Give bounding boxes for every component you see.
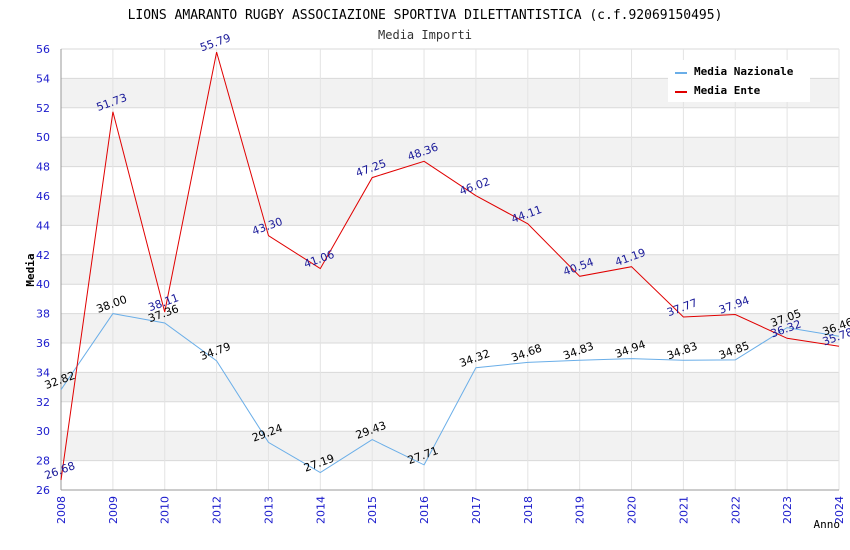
axes <box>60 49 839 491</box>
y-tick-label: 36 <box>36 337 50 350</box>
y-tick-label: 48 <box>36 161 50 174</box>
band <box>61 137 839 167</box>
chart-title: LIONS AMARANTO RUGBY ASSOCIAZIONE SPORTI… <box>128 8 723 23</box>
series-line-ente <box>60 51 840 481</box>
y-tick-label: 40 <box>36 278 50 291</box>
legend-label-nazionale: Media Nazionale <box>694 65 794 78</box>
band <box>61 313 839 343</box>
band <box>61 107 839 138</box>
x-tick-label: 2010 <box>159 496 172 524</box>
x-tick-label: 2016 <box>418 496 431 524</box>
x-tick-label: 2018 <box>522 496 535 524</box>
band <box>61 254 839 285</box>
band <box>61 343 839 373</box>
gridlines <box>60 48 840 491</box>
series-lines <box>60 51 840 481</box>
x-tick-labels: 2008 2009 2010 2012 2013 2014 2015 2016 2017 2018… <box>55 496 846 524</box>
x-tick-label: 2023 <box>781 496 794 524</box>
band <box>61 372 839 402</box>
x-tick-label: 2014 <box>314 496 327 524</box>
y-tick-label: 56 <box>36 43 50 56</box>
y-tick-label: 28 <box>36 455 50 468</box>
x-tick-label: 2019 <box>574 496 587 524</box>
x-tick-label: 2024 <box>833 496 846 524</box>
plot-background-bands <box>61 49 839 490</box>
x-tick-label: 2009 <box>107 496 120 524</box>
y-tick-label: 44 <box>36 219 50 232</box>
y-tick-label: 34 <box>36 366 50 379</box>
y-tick-label: 32 <box>36 396 50 409</box>
series-line-nazionale <box>60 313 840 474</box>
y-tick-label: 52 <box>36 102 50 115</box>
x-tick-label: 2008 <box>55 496 68 524</box>
band <box>61 460 839 490</box>
y-tick-label: 50 <box>36 131 50 144</box>
y-tick-label: 46 <box>36 190 50 203</box>
chart-subtitle: Media Importi <box>378 28 472 42</box>
y-tick-label: 54 <box>36 72 50 85</box>
x-tick-label: 2021 <box>677 496 690 524</box>
band <box>61 196 839 226</box>
legend: Media Nazionale Media Ente <box>668 60 810 102</box>
y-tick-label: 38 <box>36 308 50 321</box>
y-tick-label: 30 <box>36 425 50 438</box>
legend-label-ente: Media Ente <box>694 84 761 97</box>
y-axis-label: Media <box>24 253 37 286</box>
band <box>61 225 839 255</box>
y-tick-labels: 26 28 30 32 34 36 38 40 42 44 46 48 50 52 54 56 <box>36 43 50 497</box>
x-axis-label: Anno <box>814 518 841 531</box>
legend-box <box>668 60 810 102</box>
band <box>61 166 839 196</box>
x-tick-label: 2020 <box>626 496 639 524</box>
band <box>61 284 839 314</box>
y-tick-label: 42 <box>36 249 50 262</box>
x-tick-label: 2013 <box>262 496 275 524</box>
x-tick-label: 2022 <box>729 496 742 524</box>
x-tick-label: 2015 <box>366 496 379 524</box>
x-tick-label: 2017 <box>470 496 483 524</box>
y-tick-label: 26 <box>36 484 50 497</box>
x-tick-label: 2012 <box>211 496 224 524</box>
band <box>61 431 839 461</box>
